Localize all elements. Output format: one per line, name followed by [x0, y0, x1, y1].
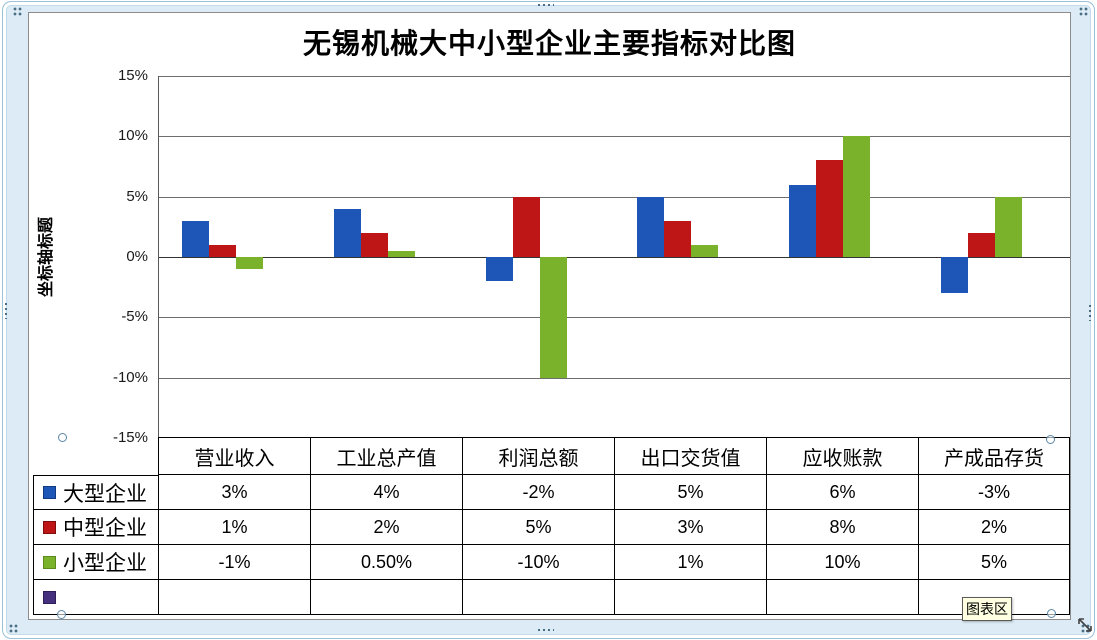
- legend-row-小型企业[interactable]: 小型企业: [33, 545, 158, 580]
- table-cell: 5%: [918, 545, 1070, 580]
- gridline-10%: [159, 136, 1070, 137]
- bar-小型企业-出口交货值[interactable]: [691, 244, 718, 257]
- table-cell: 5%: [462, 510, 614, 545]
- bar-大型企业-营业收入[interactable]: [182, 220, 209, 257]
- y-tick-label: -5%: [121, 308, 148, 325]
- y-tick-label: -10%: [112, 369, 148, 386]
- resize-grip-bottom-left[interactable]: [9, 624, 18, 633]
- gridline-15%: [159, 76, 1070, 77]
- table-cell: [614, 580, 766, 615]
- table-cell: -2%: [462, 475, 614, 510]
- legend-swatch-中型企业[interactable]: [43, 520, 56, 534]
- table-header-出口交货值: 出口交货值: [614, 437, 766, 475]
- table-cell: 2%: [918, 510, 1070, 545]
- bar-大型企业-应收账款[interactable]: [789, 184, 816, 257]
- plot-area[interactable]: [158, 76, 1070, 438]
- table-cell: [158, 580, 310, 615]
- bar-大型企业-工业总产值[interactable]: [334, 208, 361, 257]
- bar-中型企业-出口交货值[interactable]: [664, 220, 691, 257]
- table-cell: [766, 580, 918, 615]
- bar-小型企业-应收账款[interactable]: [843, 136, 870, 258]
- legend-label: 大型企业: [63, 481, 147, 506]
- chart-title[interactable]: 无锡机械大中小型企业主要指标对比图: [302, 29, 796, 60]
- y-tick-label: 5%: [126, 188, 148, 205]
- table-cell: 1%: [614, 545, 766, 580]
- table-cell: 0.50%: [310, 545, 462, 580]
- legend-row-中型企业[interactable]: 中型企业: [33, 510, 158, 545]
- table-cell: [310, 580, 462, 615]
- table-cell: 10%: [766, 545, 918, 580]
- table-cell: 4%: [310, 475, 462, 510]
- bar-大型企业-出口交货值[interactable]: [637, 196, 664, 257]
- gridline--10%: [159, 378, 1070, 379]
- resize-grip-left[interactable]: [5, 303, 7, 319]
- y-tick-label: 10%: [117, 127, 148, 144]
- bar-中型企业-利润总额[interactable]: [513, 196, 540, 257]
- table-cell: 3%: [158, 475, 310, 510]
- bar-中型企业-工业总产值[interactable]: [361, 232, 388, 257]
- table-header-应收账款: 应收账款: [766, 437, 918, 475]
- table-cell: 1%: [158, 510, 310, 545]
- table-cell: 5%: [614, 475, 766, 510]
- table-cell: 2%: [310, 510, 462, 545]
- bar-中型企业-应收账款[interactable]: [816, 160, 843, 258]
- y-axis-title[interactable]: 坐标轴标题: [38, 217, 55, 298]
- selection-handle-bottom-right[interactable]: [1047, 609, 1056, 618]
- bar-中型企业-营业收入[interactable]: [209, 244, 236, 257]
- table-cell: -10%: [462, 545, 614, 580]
- selection-handle-top-left[interactable]: [58, 433, 67, 442]
- bar-小型企业-营业收入[interactable]: [236, 257, 263, 269]
- table-header-产成品存货: 产成品存货: [918, 437, 1070, 475]
- bar-中型企业-产成品存货[interactable]: [968, 232, 995, 257]
- gridline--5%: [159, 317, 1070, 318]
- legend-swatch-大型企业[interactable]: [43, 486, 56, 499]
- bar-大型企业-利润总额[interactable]: [486, 257, 513, 281]
- gridline-0%: [159, 257, 1070, 258]
- bar-小型企业-利润总额[interactable]: [540, 257, 567, 378]
- chart-area-tooltip: 图表区: [962, 597, 1012, 621]
- y-tick-label: -15%: [112, 429, 148, 446]
- table-cell: -3%: [918, 475, 1070, 510]
- resize-grip-bottom[interactable]: [538, 629, 554, 631]
- table-cell: -1%: [158, 545, 310, 580]
- table-cell: 6%: [766, 475, 918, 510]
- resize-grip-bottom-right[interactable]: [1081, 624, 1090, 633]
- resize-grip-top-right[interactable]: [1079, 7, 1088, 16]
- bar-大型企业-产成品存货[interactable]: [941, 257, 968, 293]
- table-cell: 8%: [766, 510, 918, 545]
- legend-label: 中型企业: [63, 516, 147, 540]
- table-header-利润总额: 利润总额: [462, 437, 614, 475]
- resize-grip-right[interactable]: [1089, 305, 1091, 321]
- table-header-工业总产值: 工业总产值: [310, 437, 462, 475]
- legend-swatch-小型企业[interactable]: [43, 555, 56, 569]
- gridline-5%: [159, 197, 1070, 198]
- resize-grip-top-left[interactable]: [13, 7, 22, 16]
- selection-handle-bottom-left[interactable]: [57, 610, 66, 619]
- resize-grip-top[interactable]: [538, 4, 554, 6]
- table-cell: [462, 580, 614, 615]
- resize-cursor-icon: [1078, 618, 1092, 632]
- table-header-营业收入: 营业收入: [158, 437, 310, 475]
- bar-小型企业-产成品存货[interactable]: [995, 196, 1022, 257]
- legend-swatch-purple[interactable]: [43, 590, 56, 604]
- legend-row-大型企业[interactable]: 大型企业: [33, 475, 158, 510]
- bar-小型企业-工业总产值[interactable]: [388, 250, 415, 257]
- table-cell: 3%: [614, 510, 766, 545]
- legend-row-empty[interactable]: [33, 580, 158, 615]
- y-tick-label: 15%: [117, 67, 148, 84]
- y-tick-label: 0%: [126, 248, 148, 265]
- legend-label: 小型企业: [63, 551, 147, 575]
- selection-handle-top-right[interactable]: [1046, 435, 1055, 444]
